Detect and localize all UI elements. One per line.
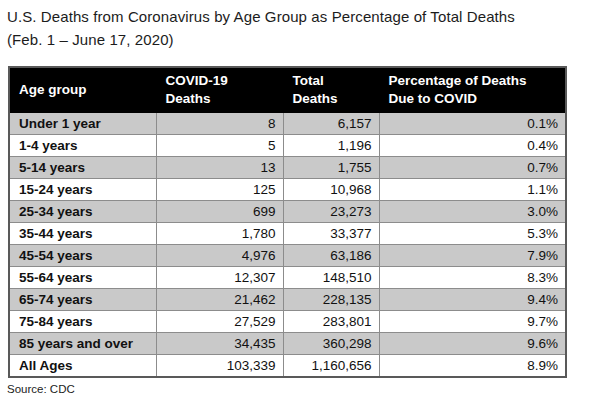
cell-covid-deaths: 125 — [156, 179, 283, 201]
table-row: 25-34 years 699 23,273 3.0% — [9, 201, 566, 223]
cell-covid-deaths: 27,529 — [156, 311, 283, 333]
cell-pct-deaths: 9.7% — [379, 311, 566, 333]
cell-age-group: 1-4 years — [9, 135, 156, 157]
cell-age-group: 65-74 years — [9, 289, 156, 311]
table-row: 55-64 years 12,307 148,510 8.3% — [9, 267, 566, 289]
cell-total-deaths: 1,160,656 — [283, 355, 379, 377]
cell-pct-deaths: 1.1% — [379, 179, 566, 201]
cell-covid-deaths: 1,780 — [156, 223, 283, 245]
table-row: Under 1 year 8 6,157 0.1% — [9, 113, 566, 135]
table-row: 5-14 years 13 1,755 0.7% — [9, 157, 566, 179]
covid-deaths-table: Age group COVID-19 Deaths Total Deaths P… — [8, 66, 567, 378]
cell-covid-deaths: 4,976 — [156, 245, 283, 267]
cell-total-deaths: 6,157 — [283, 113, 379, 135]
table-row: 15-24 years 125 10,968 1.1% — [9, 179, 566, 201]
cell-pct-deaths: 8.9% — [379, 355, 566, 377]
cell-total-deaths: 148,510 — [283, 267, 379, 289]
table-row: 45-54 years 4,976 63,186 7.9% — [9, 245, 566, 267]
cell-pct-deaths: 0.7% — [379, 157, 566, 179]
page: U.S. Deaths from Coronavirus by Age Grou… — [0, 0, 608, 395]
column-header-total-deaths: Total Deaths — [283, 67, 379, 113]
table-row: 1-4 years 5 1,196 0.4% — [9, 135, 566, 157]
cell-pct-deaths: 0.4% — [379, 135, 566, 157]
cell-total-deaths: 1,196 — [283, 135, 379, 157]
cell-age-group: 55-64 years — [9, 267, 156, 289]
table-row: 35-44 years 1,780 33,377 5.3% — [9, 223, 566, 245]
source-note: Source: CDC — [7, 383, 608, 395]
cell-covid-deaths: 103,339 — [156, 355, 283, 377]
cell-total-deaths: 360,298 — [283, 333, 379, 355]
cell-age-group: 25-34 years — [9, 201, 156, 223]
cell-covid-deaths: 699 — [156, 201, 283, 223]
cell-covid-deaths: 21,462 — [156, 289, 283, 311]
cell-pct-deaths: 9.6% — [379, 333, 566, 355]
table-row: 75-84 years 27,529 283,801 9.7% — [9, 311, 566, 333]
table-row: 65-74 years 21,462 228,135 9.4% — [9, 289, 566, 311]
cell-total-deaths: 1,755 — [283, 157, 379, 179]
column-header-covid-deaths: COVID-19 Deaths — [156, 67, 283, 113]
cell-covid-deaths: 12,307 — [156, 267, 283, 289]
cell-total-deaths: 228,135 — [283, 289, 379, 311]
cell-total-deaths: 10,968 — [283, 179, 379, 201]
page-title-line-1: U.S. Deaths from Coronavirus by Age Grou… — [7, 5, 608, 28]
column-header-age-group: Age group — [9, 67, 156, 113]
page-title-line-2: (Feb. 1 – June 17, 2020) — [7, 28, 608, 51]
cell-age-group: 45-54 years — [9, 245, 156, 267]
cell-covid-deaths: 34,435 — [156, 333, 283, 355]
cell-age-group: 5-14 years — [9, 157, 156, 179]
page-title: U.S. Deaths from Coronavirus by Age Grou… — [7, 5, 608, 51]
cell-pct-deaths: 8.3% — [379, 267, 566, 289]
cell-total-deaths: 33,377 — [283, 223, 379, 245]
cell-pct-deaths: 5.3% — [379, 223, 566, 245]
cell-age-group: 15-24 years — [9, 179, 156, 201]
table-row: 85 years and over 34,435 360,298 9.6% — [9, 333, 566, 355]
cell-pct-deaths: 0.1% — [379, 113, 566, 135]
cell-total-deaths: 283,801 — [283, 311, 379, 333]
cell-pct-deaths: 9.4% — [379, 289, 566, 311]
table-header-row: Age group COVID-19 Deaths Total Deaths P… — [9, 67, 566, 113]
cell-pct-deaths: 7.9% — [379, 245, 566, 267]
cell-age-group: All Ages — [9, 355, 156, 377]
table-row: All Ages 103,339 1,160,656 8.9% — [9, 355, 566, 377]
cell-total-deaths: 63,186 — [283, 245, 379, 267]
cell-age-group: Under 1 year — [9, 113, 156, 135]
cell-covid-deaths: 5 — [156, 135, 283, 157]
column-header-pct-deaths: Percentage of Deaths Due to COVID — [379, 67, 566, 113]
cell-age-group: 85 years and over — [9, 333, 156, 355]
cell-age-group: 35-44 years — [9, 223, 156, 245]
cell-pct-deaths: 3.0% — [379, 201, 566, 223]
cell-total-deaths: 23,273 — [283, 201, 379, 223]
cell-age-group: 75-84 years — [9, 311, 156, 333]
cell-covid-deaths: 13 — [156, 157, 283, 179]
cell-covid-deaths: 8 — [156, 113, 283, 135]
